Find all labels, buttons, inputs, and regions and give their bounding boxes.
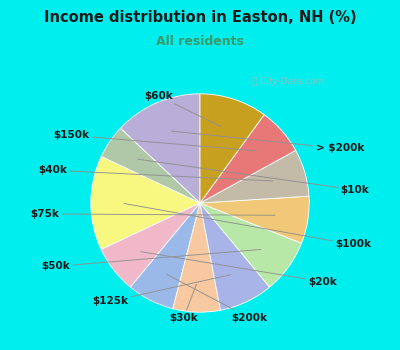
- Text: $200k: $200k: [167, 274, 267, 323]
- Text: $125k: $125k: [92, 275, 231, 306]
- Wedge shape: [200, 203, 270, 310]
- Wedge shape: [200, 196, 309, 243]
- Text: $40k: $40k: [38, 165, 273, 181]
- Wedge shape: [130, 203, 200, 309]
- Wedge shape: [200, 203, 302, 287]
- Wedge shape: [200, 115, 296, 203]
- Text: $150k: $150k: [53, 130, 256, 151]
- Text: $10k: $10k: [138, 159, 370, 195]
- Text: $75k: $75k: [30, 209, 275, 219]
- Text: $20k: $20k: [141, 252, 337, 287]
- Wedge shape: [200, 94, 264, 203]
- Wedge shape: [200, 150, 309, 203]
- Text: $100k: $100k: [124, 203, 371, 250]
- Text: > $200k: > $200k: [172, 131, 364, 153]
- Text: $30k: $30k: [169, 284, 198, 323]
- Text: $60k: $60k: [144, 91, 222, 127]
- Wedge shape: [120, 94, 200, 203]
- Wedge shape: [91, 156, 200, 250]
- Wedge shape: [173, 203, 220, 312]
- Text: $50k: $50k: [42, 250, 261, 271]
- Text: All residents: All residents: [156, 35, 244, 48]
- Text: Income distribution in Easton, NH (%): Income distribution in Easton, NH (%): [44, 10, 356, 25]
- Wedge shape: [101, 128, 200, 203]
- Wedge shape: [101, 203, 200, 287]
- Text: ⓘ City-Data.com: ⓘ City-Data.com: [252, 77, 324, 86]
